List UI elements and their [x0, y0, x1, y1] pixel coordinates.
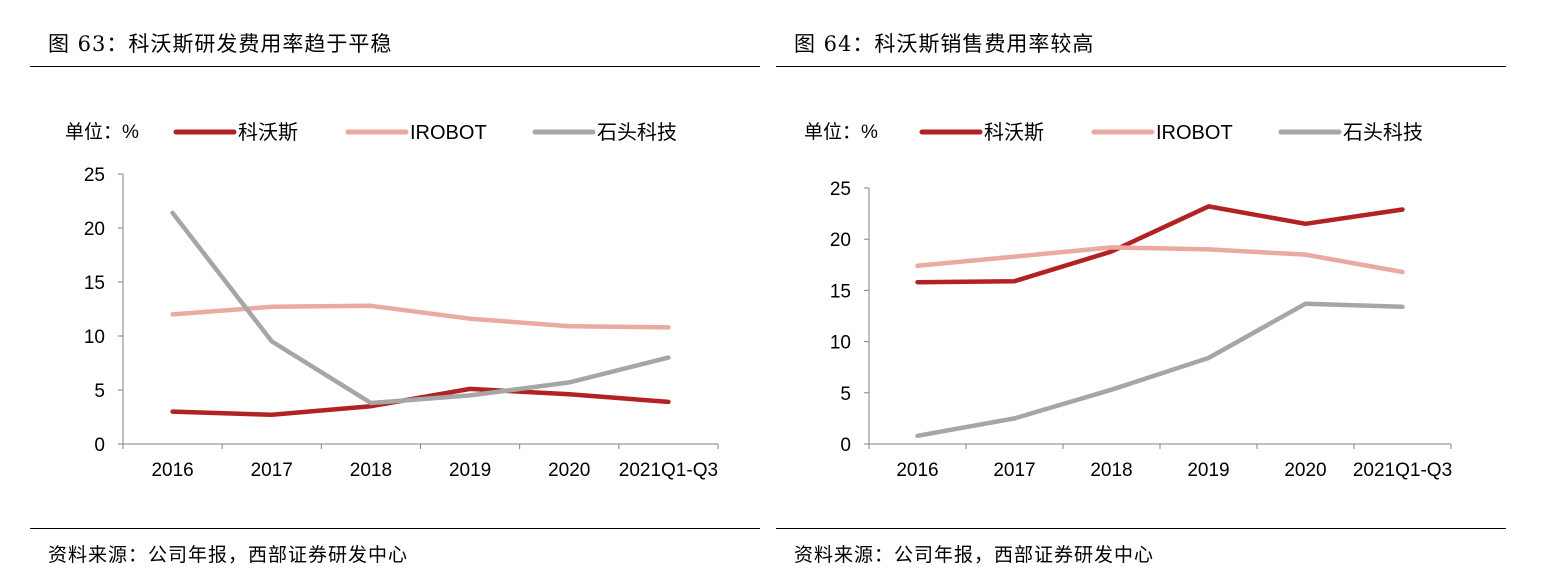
series-line	[170, 210, 671, 406]
series-line	[170, 386, 671, 418]
legend-label: 科沃斯	[984, 121, 1044, 144]
y-tick-label: 10	[84, 327, 105, 348]
line-chart-rd-expense: 单位：% 科沃斯 IROBOT 石头科技 0 5 10 15 20 25 2016 2017 2018 2…	[65, 121, 719, 481]
series-line	[170, 303, 671, 330]
y-tick-label: 5	[94, 381, 105, 402]
series-line	[915, 245, 1405, 275]
source-note: 资料来源：公司年报，西部证券研发中心	[48, 544, 409, 566]
y-tick-label: 10	[830, 333, 851, 354]
x-tick-label: 2020	[548, 460, 590, 481]
figure-title: 图 64：科沃斯销售费用率较高	[794, 32, 1095, 56]
legend-label: 石头科技	[1343, 121, 1423, 144]
unit-label: 单位：%	[804, 121, 878, 143]
unit-label: 单位：%	[65, 121, 139, 143]
y-tick-label: 25	[84, 165, 105, 186]
x-tick-label: 2017	[993, 460, 1035, 481]
y-tick-label: 15	[830, 281, 851, 302]
y-tick-label: 0	[840, 435, 851, 456]
x-tick-label: 2018	[1090, 460, 1132, 481]
x-tick-label: 2016	[896, 460, 938, 481]
x-tick-label: 2018	[350, 460, 392, 481]
x-tick-label: 2019	[1187, 460, 1229, 481]
x-tick-label: 2017	[251, 460, 293, 481]
source-rule	[776, 528, 1506, 529]
x-tick-label: 2016	[151, 460, 193, 481]
x-tick-label: 2021Q1-Q3	[1353, 460, 1452, 481]
source-note: 资料来源：公司年报，西部证券研发中心	[794, 544, 1155, 566]
y-tick-label: 25	[830, 179, 851, 200]
legend-label: 石头科技	[597, 121, 677, 144]
y-tick-label: 5	[840, 384, 851, 405]
chart-panel-right: 图 64：科沃斯销售费用率较高 单位：% 科沃斯 IROBOT 石头科技 0 5 10 15 2…	[776, 0, 1506, 588]
y-tick-label: 20	[830, 230, 851, 251]
legend-label: 科沃斯	[238, 121, 298, 144]
x-tick-label: 2021Q1-Q3	[619, 460, 718, 481]
series-line	[915, 204, 1405, 285]
legend-label: IROBOT	[1156, 122, 1233, 144]
legend-label: IROBOT	[410, 122, 487, 144]
figure-title: 图 63：科沃斯研发费用率趋于平稳	[48, 32, 393, 56]
chart-panel-left: 图 63：科沃斯研发费用率趋于平稳 单位：% 科沃斯 IROBOT 石头科技 0 5 10 1…	[30, 0, 760, 588]
title-rule	[776, 66, 1506, 67]
series-line	[915, 301, 1405, 439]
source-rule	[30, 528, 760, 529]
x-tick-label: 2019	[449, 460, 491, 481]
line-chart-sales-expense: 单位：% 科沃斯 IROBOT 石头科技 0 5 10 15 20 25 2016 2017 2018 2…	[804, 121, 1452, 481]
title-rule	[30, 66, 760, 67]
x-tick-label: 2020	[1284, 460, 1326, 481]
y-tick-label: 0	[94, 435, 105, 456]
y-tick-label: 15	[84, 273, 105, 294]
y-tick-label: 20	[84, 219, 105, 240]
